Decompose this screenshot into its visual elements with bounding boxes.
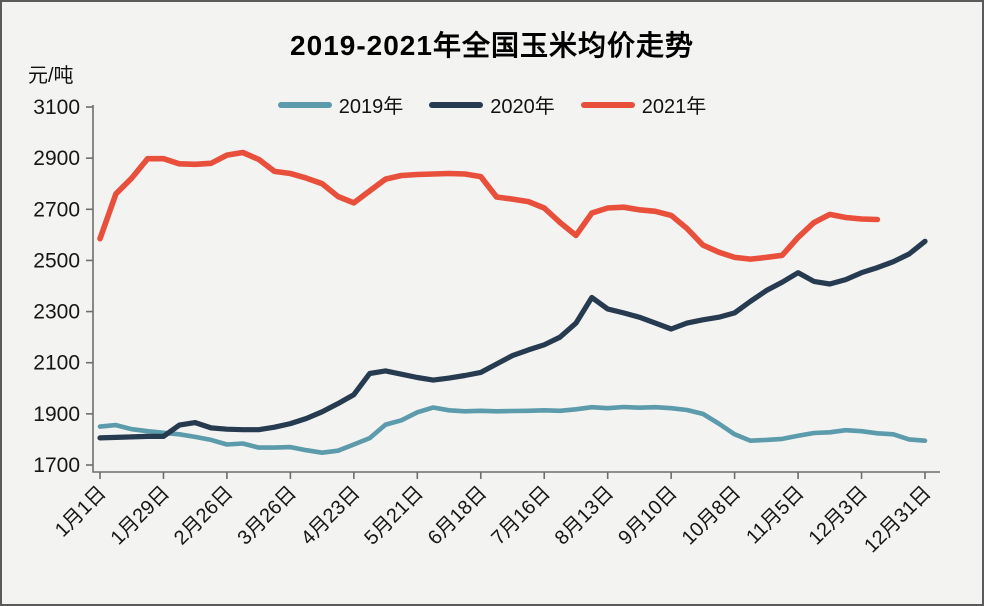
legend-item-2021: 2021年 [580, 90, 707, 119]
x-tick-label: 11月5日 [742, 482, 808, 548]
legend-swatch-2021-icon [580, 101, 635, 108]
y-tick-label: 2500 [33, 249, 80, 272]
legend-label-2019: 2019年 [338, 96, 404, 118]
x-tick-label: 5月21日 [360, 482, 427, 549]
y-tick-label: 2300 [33, 301, 80, 324]
y-tick-label: 1900 [33, 403, 80, 426]
y-tick-label: 2900 [33, 147, 80, 170]
x-tick-label: 6月18日 [424, 482, 491, 549]
x-tick-label: 9月10日 [614, 482, 681, 549]
axes [92, 105, 940, 473]
y-axis-unit-label: 元/吨 [28, 65, 74, 87]
series-line-2020 [97, 238, 928, 441]
legend-item-2020: 2020年 [429, 90, 555, 119]
x-tick-label: 1月29日 [107, 482, 174, 549]
y-tick-label: 2100 [33, 352, 80, 375]
legend-label-2021: 2021年 [641, 96, 707, 118]
legend-item-2019: 2019年 [277, 90, 404, 119]
legend-swatch-2019-icon [277, 101, 332, 108]
y-tick-label: 2700 [33, 198, 80, 221]
x-tick-label: 4月23日 [297, 482, 364, 549]
x-tick-label: 3月26日 [233, 482, 300, 549]
series-line-2021 [97, 149, 881, 262]
x-tick-label: 1月1日 [51, 482, 111, 542]
y-tick-label: 1700 [33, 454, 80, 477]
series-line-2019 [97, 404, 928, 456]
x-tick-label: 7月16日 [487, 482, 554, 549]
x-tick-label: 12月31日 [860, 482, 935, 557]
legend-label-2020: 2020年 [490, 96, 555, 118]
legend-swatch-2020-icon [429, 101, 484, 108]
y-tick-label: 3100 [33, 96, 80, 119]
chart-title: 2019-2021年全国玉米均价走势 [290, 30, 694, 61]
x-tick-label: 10月8日 [678, 482, 745, 549]
x-tick-label: 8月13日 [551, 482, 618, 549]
legend: 2019年 2020年 2021年 [2, 90, 982, 119]
x-tick-label: 2月26日 [170, 482, 237, 549]
